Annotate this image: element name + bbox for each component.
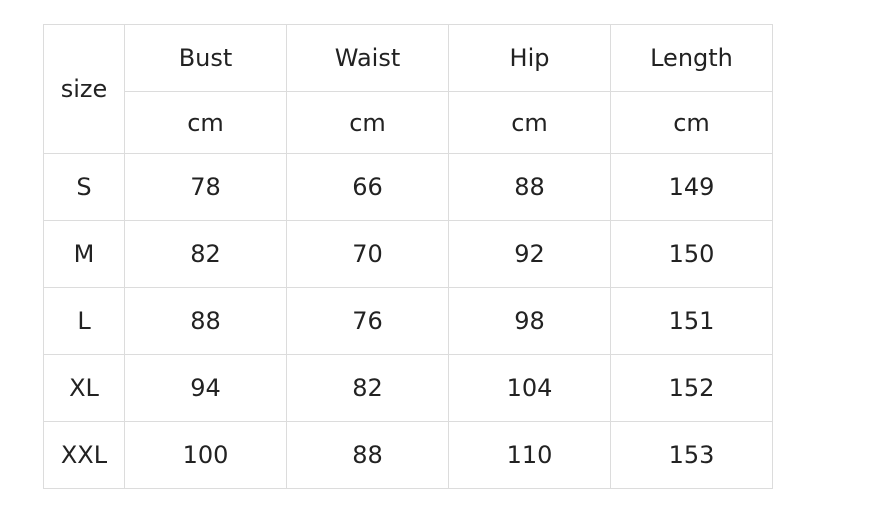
measurement-cell: 88 [286, 421, 449, 489]
measurement-cell: 70 [286, 220, 449, 288]
table-row: XL 94 82 104 152 [43, 354, 773, 422]
measurement-cell: 150 [610, 220, 773, 288]
table-row: L 88 76 98 151 [43, 287, 773, 355]
measurement-cell: 82 [124, 220, 287, 288]
size-cell: S [43, 153, 125, 221]
size-header: size [43, 24, 125, 154]
unit-cell: cm [286, 91, 449, 154]
measurement-cell: 82 [286, 354, 449, 422]
measurement-cell: 92 [448, 220, 611, 288]
unit-cell: cm [610, 91, 773, 154]
measurement-cell: 76 [286, 287, 449, 355]
measurement-cell: 78 [124, 153, 287, 221]
unit-cell: cm [124, 91, 287, 154]
measurement-cell: 88 [448, 153, 611, 221]
size-cell: L [43, 287, 125, 355]
size-cell: XL [43, 354, 125, 422]
column-header: Hip [448, 24, 611, 92]
measurement-cell: 151 [610, 287, 773, 355]
measurement-cell: 66 [286, 153, 449, 221]
column-header: Length [610, 24, 773, 92]
size-cell: XXL [43, 421, 125, 489]
header-row: size Bust Waist Hip Length [43, 24, 773, 154]
table-row: S 78 66 88 149 [43, 153, 773, 221]
measurement-cell: 152 [610, 354, 773, 422]
measurement-cell: 88 [124, 287, 287, 355]
size-cell: M [43, 220, 125, 288]
size-chart-table: size Bust Waist Hip Length cm cm cm cm S… [43, 24, 773, 489]
measurement-cell: 98 [448, 287, 611, 355]
column-header: Waist [286, 24, 449, 92]
measurement-cell: 149 [610, 153, 773, 221]
unit-cell: cm [448, 91, 611, 154]
table-row: M 82 70 92 150 [43, 220, 773, 288]
unit-row: cm cm cm cm [44, 91, 773, 154]
measurement-cell: 104 [448, 354, 611, 422]
table-row: XXL 100 88 110 153 [43, 421, 773, 489]
column-header: Bust [124, 24, 287, 92]
measurement-cell: 153 [610, 421, 773, 489]
measurement-cell: 100 [124, 421, 287, 489]
measurement-cell: 94 [124, 354, 287, 422]
measurement-cell: 110 [448, 421, 611, 489]
